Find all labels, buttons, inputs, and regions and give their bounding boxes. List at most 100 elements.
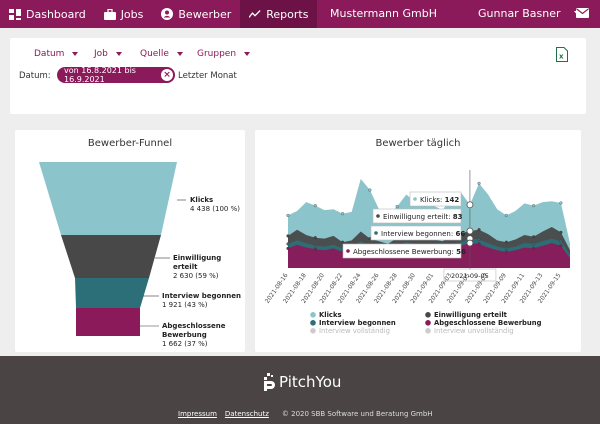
tooltip-date: 2021-09-05 bbox=[443, 268, 497, 282]
svg-text:Einwilligung erteilt: Einwilligung erteilt bbox=[434, 311, 508, 319]
data-point bbox=[313, 236, 317, 240]
data-point bbox=[559, 244, 563, 248]
svg-text:Interview unvollständig: Interview unvollständig bbox=[434, 327, 514, 335]
data-point bbox=[559, 239, 563, 243]
svg-text:2021-09-05: 2021-09-05 bbox=[451, 272, 489, 280]
data-point bbox=[532, 235, 536, 239]
svg-text:Abgeschlossene Bewerbung: Abgeschlossene Bewerbung bbox=[434, 319, 542, 327]
legend-item[interactable]: Abgeschlossene Bewerbung bbox=[425, 319, 542, 327]
data-point bbox=[341, 212, 345, 216]
user-icon bbox=[161, 8, 174, 20]
caret-down-icon bbox=[176, 52, 183, 56]
data-point bbox=[504, 240, 508, 244]
filter-quelle-label: Quelle bbox=[140, 49, 169, 59]
funnel-label-interview: Interview begonnen 1 921 (43 %) bbox=[162, 292, 242, 309]
hover-point bbox=[466, 201, 474, 209]
funnel-stage-abgeschlossen bbox=[76, 308, 140, 336]
tooltip-2: Interview begonnen: 66 bbox=[370, 225, 465, 241]
briefcase-icon bbox=[103, 8, 116, 20]
nav-reports-label: Reports bbox=[266, 7, 309, 21]
filter-quelle-dropdown[interactable]: Quelle bbox=[140, 49, 183, 59]
nav-dashboard[interactable]: Dashboard bbox=[0, 0, 95, 28]
data-point bbox=[286, 234, 290, 238]
datenschutz-link[interactable]: Datenschutz bbox=[224, 410, 269, 418]
funnel-stage-klicks bbox=[39, 162, 177, 235]
filter-datum-label: Datum bbox=[34, 49, 65, 59]
data-point bbox=[477, 228, 481, 232]
data-point bbox=[286, 246, 290, 250]
funnel-label-einwilligung: Einwilligung erteilt 2 630 (59 %) bbox=[173, 254, 222, 280]
brand-name: PitchYou bbox=[279, 373, 342, 391]
data-point bbox=[341, 240, 345, 244]
legend-item[interactable]: Interview begonnen bbox=[310, 319, 396, 327]
svg-text:Klicks: Klicks bbox=[319, 311, 342, 319]
data-point bbox=[313, 247, 317, 251]
caret-down-icon bbox=[244, 52, 251, 56]
filter-datum-dropdown[interactable]: Datum bbox=[34, 49, 79, 59]
user-menu[interactable]: Gunnar Basner bbox=[478, 7, 583, 20]
funnel-card: Bewerber-Funnel Klicks 4 438 (100 %) Einw… bbox=[15, 130, 245, 352]
filter-gruppen-dropdown[interactable]: Gruppen bbox=[197, 49, 251, 59]
period-label: Letzter Monat bbox=[178, 71, 237, 81]
date-range-chip[interactable]: von 16.8.2021 bis 16.9.2021 × bbox=[57, 66, 175, 84]
company-name: Mustermann GmbH bbox=[330, 7, 437, 20]
funnel-label-abgeschlossen: Abgeschlossene Bewerbung 1 662 (37 %) bbox=[162, 322, 226, 348]
legend-item[interactable]: Einwilligung erteilt bbox=[425, 311, 508, 319]
legend-item[interactable]: Klicks bbox=[310, 311, 342, 319]
data-point bbox=[313, 244, 317, 248]
data-point bbox=[286, 213, 290, 217]
pitchyou-logo-icon bbox=[264, 373, 275, 391]
funnel-stage-interview bbox=[75, 278, 149, 308]
caret-down-icon bbox=[72, 52, 79, 56]
filter-panel: Datum Job Quelle Gruppen x Datum: von 16… bbox=[10, 38, 586, 114]
caret-down-icon bbox=[115, 52, 122, 56]
data-point bbox=[477, 242, 481, 246]
funnel-stage-einwilligung bbox=[61, 235, 161, 278]
data-point bbox=[313, 204, 317, 208]
tooltip-0: Klicks: 142 bbox=[409, 191, 462, 207]
daily-area-chart: Klicks: 142 Einwilligung erteilt: 83 Inter… bbox=[264, 170, 570, 335]
data-point bbox=[559, 201, 563, 205]
data-point bbox=[504, 250, 508, 254]
funnel-label-klicks: Klicks 4 438 (100 %) bbox=[190, 196, 240, 213]
nav-jobs-label: Jobs bbox=[120, 7, 144, 21]
nav-bewerber[interactable]: Bewerber bbox=[152, 0, 240, 28]
filter-job-label: Job bbox=[94, 49, 108, 59]
tooltip-label: Einwilligung erteilt: 83 bbox=[383, 213, 463, 221]
nav-dashboard-label: Dashboard bbox=[26, 7, 86, 21]
tooltip-1: Einwilligung erteilt: 83 bbox=[372, 208, 463, 224]
mail-icon[interactable] bbox=[576, 8, 589, 18]
filter-job-dropdown[interactable]: Job bbox=[94, 49, 122, 59]
legend-item[interactable]: Interview vollständig bbox=[310, 327, 390, 335]
data-point bbox=[559, 230, 563, 234]
data-point bbox=[395, 204, 399, 209]
data-point bbox=[504, 213, 508, 217]
footer: PitchYou Impressum Datenschutz © 2020 SB… bbox=[0, 356, 600, 424]
filter-gruppen-label: Gruppen bbox=[197, 49, 237, 59]
chart-line-icon bbox=[249, 8, 261, 20]
data-point bbox=[477, 237, 481, 242]
hover-point bbox=[466, 239, 474, 247]
funnel-chart bbox=[39, 162, 186, 336]
close-icon[interactable]: × bbox=[161, 69, 173, 81]
data-point bbox=[504, 246, 508, 250]
nav-reports[interactable]: Reports bbox=[240, 0, 318, 28]
footer-links: Impressum Datenschutz © 2020 SBB Softwar… bbox=[178, 410, 433, 418]
impressum-link[interactable]: Impressum bbox=[178, 410, 217, 418]
data-point bbox=[532, 242, 536, 246]
nav-bewerber-label: Bewerber bbox=[178, 7, 232, 21]
data-point bbox=[477, 181, 481, 185]
brand-logo: PitchYou bbox=[262, 373, 341, 391]
date-filter-label: Datum: bbox=[19, 71, 51, 81]
tooltip-label: Abgeschlossene Bewerbung: 56 bbox=[353, 248, 466, 256]
excel-export-icon[interactable]: x bbox=[556, 47, 568, 62]
svg-text:x: x bbox=[559, 53, 564, 61]
svg-text:Interview vollständig: Interview vollständig bbox=[319, 327, 390, 335]
legend-item[interactable]: Interview unvollständig bbox=[425, 327, 514, 335]
data-point bbox=[532, 246, 536, 250]
svg-text:Interview begonnen: Interview begonnen bbox=[319, 319, 396, 327]
hover-point bbox=[466, 227, 474, 235]
nav-jobs[interactable]: Jobs bbox=[95, 0, 153, 28]
data-point bbox=[368, 188, 372, 192]
daily-title: Bewerber täglich bbox=[375, 138, 461, 149]
